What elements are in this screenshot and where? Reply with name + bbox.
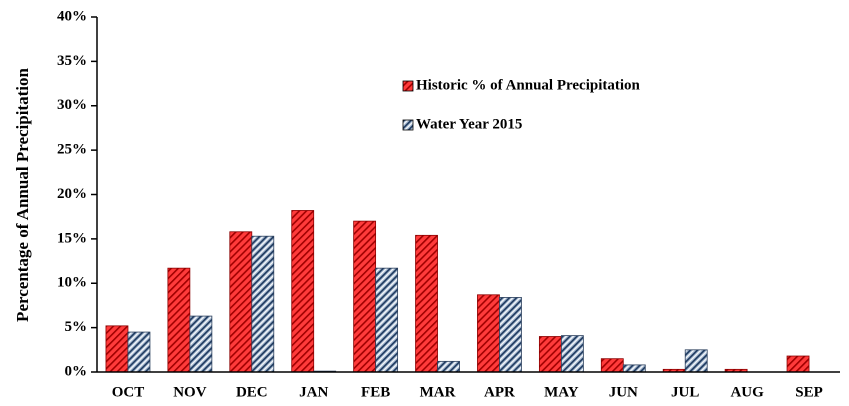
- x-tick-label: NOV: [173, 384, 207, 400]
- y-tick-label: 10%: [57, 275, 87, 291]
- y-tick-label: 40%: [57, 8, 87, 24]
- x-tick-label: APR: [484, 384, 515, 400]
- legend-label: Water Year 2015: [416, 116, 522, 132]
- bar: [229, 231, 253, 373]
- bar: [415, 234, 438, 373]
- legend-swatch: [402, 119, 414, 131]
- x-tick-label: MAR: [420, 384, 456, 400]
- y-tick-label: 15%: [57, 230, 87, 246]
- bar: [167, 267, 191, 373]
- x-tick-label: OCT: [112, 384, 145, 400]
- bar: [477, 294, 500, 373]
- bar: [291, 210, 315, 373]
- y-tick-label: 20%: [57, 186, 87, 202]
- y-tick-label: 25%: [57, 142, 87, 158]
- bar: [600, 358, 624, 373]
- y-tick-label: 35%: [57, 53, 87, 69]
- bar: [560, 335, 584, 373]
- x-tick-label: MAY: [544, 384, 579, 400]
- bar: [375, 267, 399, 373]
- x-tick-label: AUG: [730, 384, 764, 400]
- y-tick-label: 0%: [65, 363, 88, 379]
- y-axis-title: Percentage of Annual Precipitation: [13, 68, 32, 322]
- bar: [437, 360, 460, 373]
- bar: [684, 349, 708, 373]
- bar: [189, 315, 213, 373]
- y-tick-label: 30%: [57, 97, 87, 113]
- bar: [127, 331, 151, 373]
- bar: [499, 297, 522, 373]
- bar: [786, 355, 810, 373]
- x-tick-label: DEC: [236, 384, 268, 400]
- x-tick-label: FEB: [361, 384, 390, 400]
- x-tick-label: JUL: [671, 384, 699, 400]
- x-tick-label: SEP: [795, 384, 823, 400]
- bar: [622, 364, 646, 373]
- x-tick-label: JAN: [299, 384, 328, 400]
- y-tick-label: 5%: [65, 319, 88, 335]
- legend-label: Historic % of Annual Precipitation: [416, 77, 641, 93]
- bar: [353, 220, 377, 373]
- bar: [251, 235, 275, 373]
- x-tick-label: JUN: [609, 384, 638, 400]
- bar: [105, 325, 129, 373]
- legend-swatch: [402, 80, 414, 92]
- bar: [538, 336, 562, 373]
